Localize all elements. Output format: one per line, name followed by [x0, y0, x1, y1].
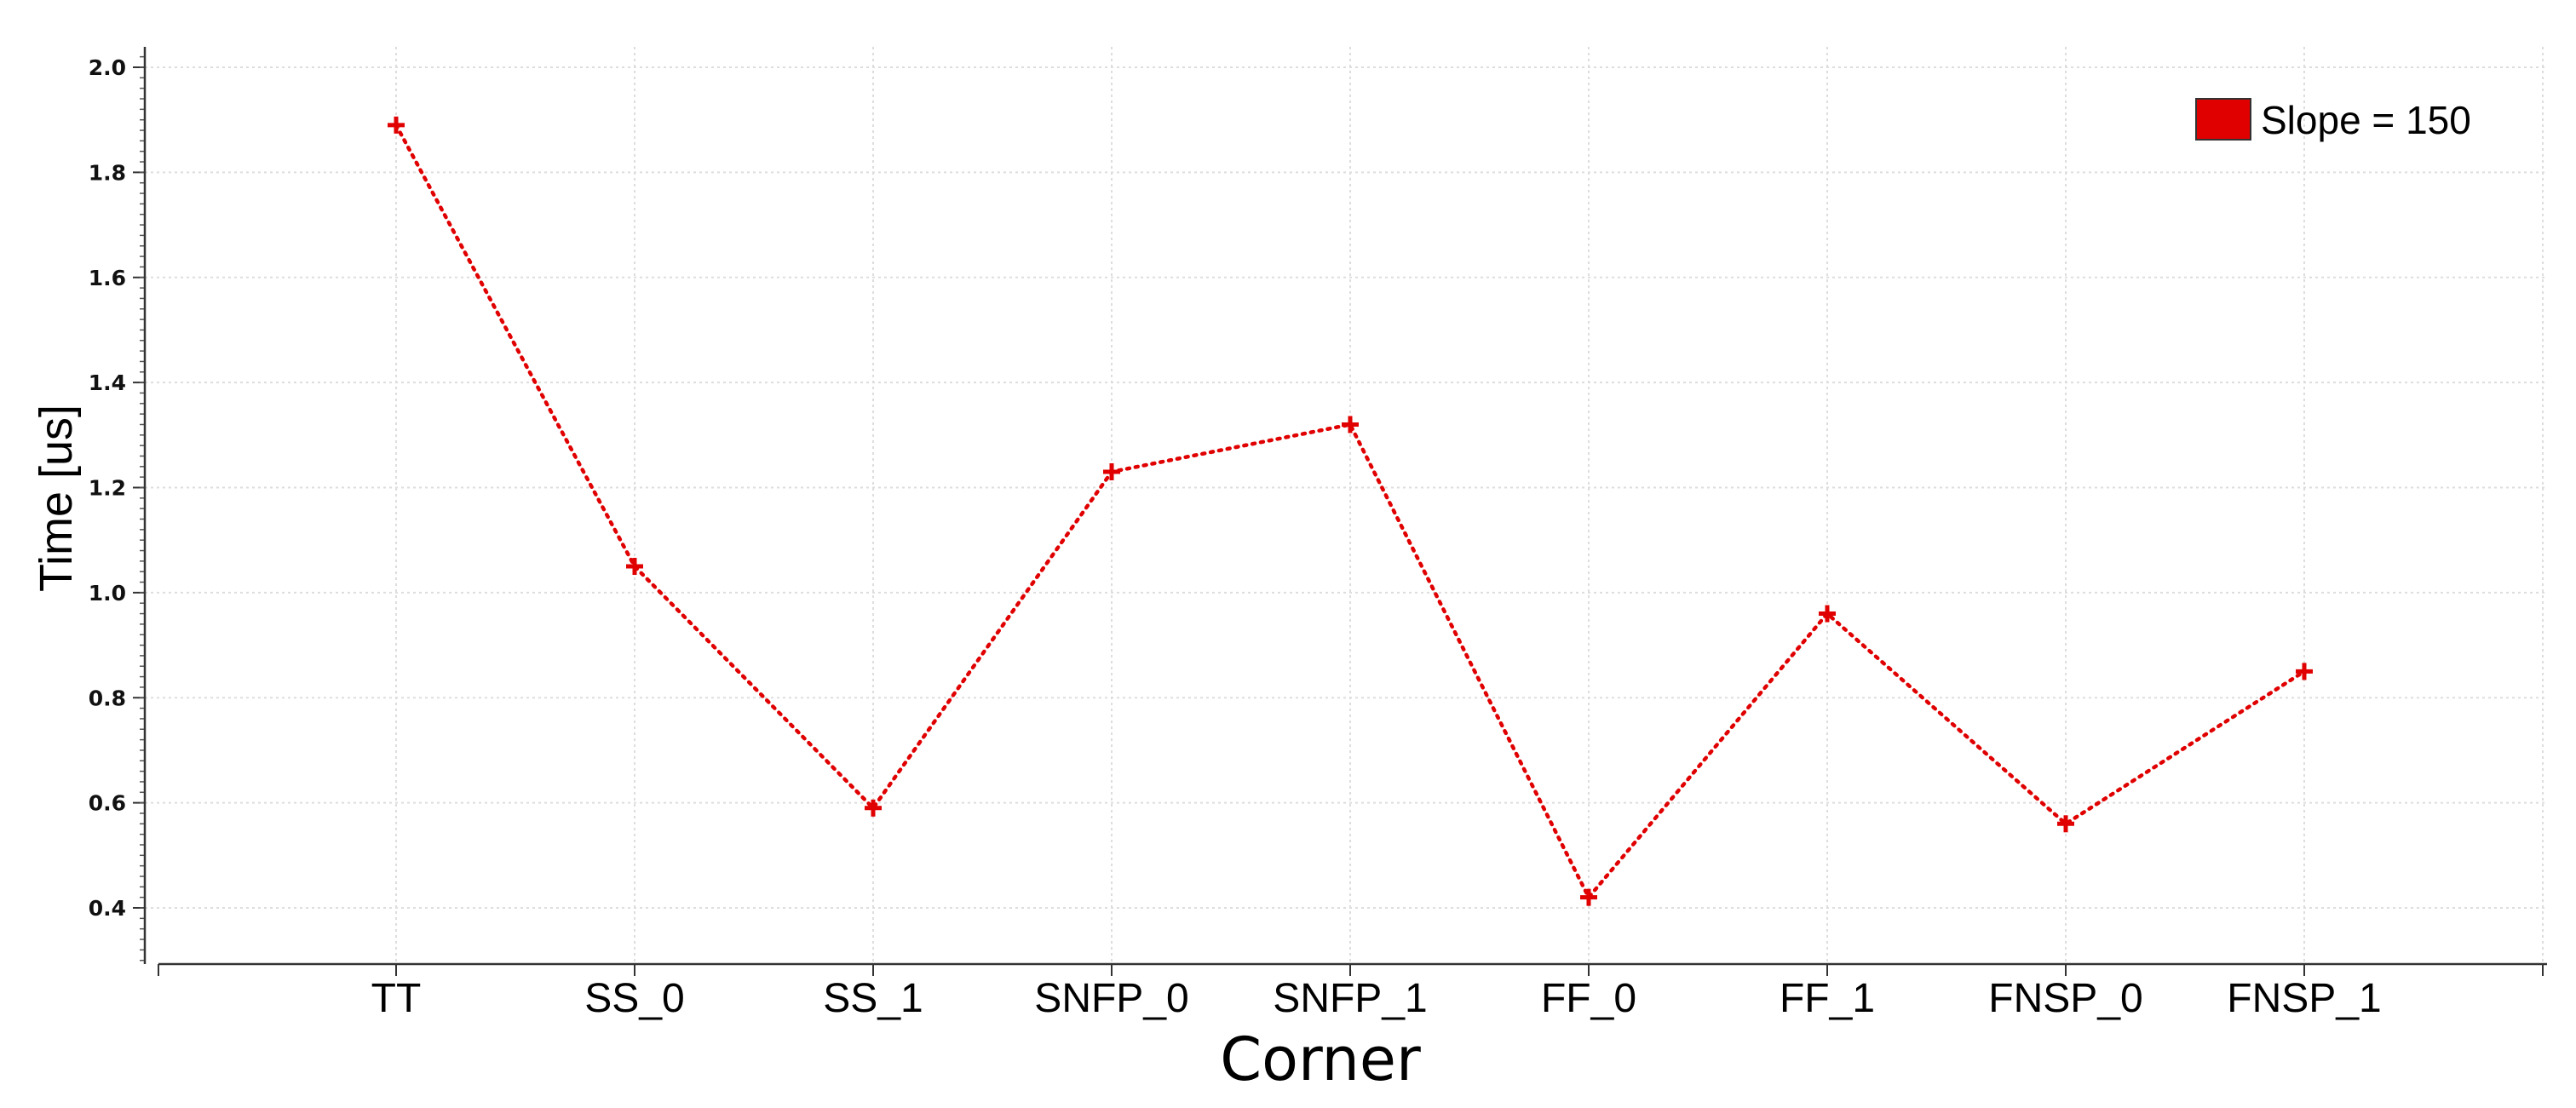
legend-swatch: [2195, 98, 2251, 141]
x-tick-label: SNFP_0: [1034, 976, 1188, 1021]
legend-label: Slope = 150: [2261, 98, 2471, 142]
y-tick-label: 1.8: [89, 160, 126, 185]
data-point-marker: [1342, 416, 1359, 433]
x-tick-label: SS_0: [584, 976, 684, 1021]
legend: Slope = 150: [2195, 98, 2471, 142]
y-tick-label: 2.0: [89, 55, 126, 80]
axes: [133, 47, 2547, 976]
tick-labels: 0.4 0.6 0.8 1.0 1.2 1.4 1.6 1.8 2.0 TT SS_0 SS_1 SNF…: [89, 55, 2382, 1021]
data-point-marker: [2296, 663, 2313, 680]
data-point-marker: [1819, 605, 1836, 623]
y-tick-label: 0.4: [89, 896, 126, 921]
data-point-marker: [2057, 815, 2074, 833]
series: [388, 116, 2313, 906]
data-point-marker: [1103, 462, 1120, 480]
x-tick-label: TT: [371, 976, 422, 1021]
data-point-marker: [865, 799, 882, 817]
x-axis-title: Corner: [1220, 1025, 1421, 1094]
y-tick-label: 1.6: [89, 266, 126, 290]
x-tick-label: FF_1: [1780, 976, 1875, 1021]
data-point-marker: [388, 116, 405, 134]
x-tick-label: SS_1: [823, 976, 923, 1021]
x-tick-label: FF_0: [1541, 976, 1636, 1021]
data-point-marker: [626, 558, 643, 576]
x-tick-label: FNSP_1: [2227, 976, 2381, 1021]
y-axis-title: Time [us]: [31, 405, 82, 592]
x-tick-label: SNFP_1: [1273, 976, 1427, 1021]
series-line: [394, 123, 2307, 901]
y-tick-label: 1.0: [89, 581, 126, 606]
grid: [145, 47, 2547, 964]
y-tick-label: 1.2: [89, 476, 126, 501]
y-tick-label: 0.6: [89, 791, 126, 816]
y-tick-label: 0.8: [89, 686, 126, 710]
x-tick-label: FNSP_0: [1988, 976, 2142, 1021]
y-tick-label: 1.4: [89, 370, 126, 395]
data-point-marker: [1580, 888, 1597, 906]
